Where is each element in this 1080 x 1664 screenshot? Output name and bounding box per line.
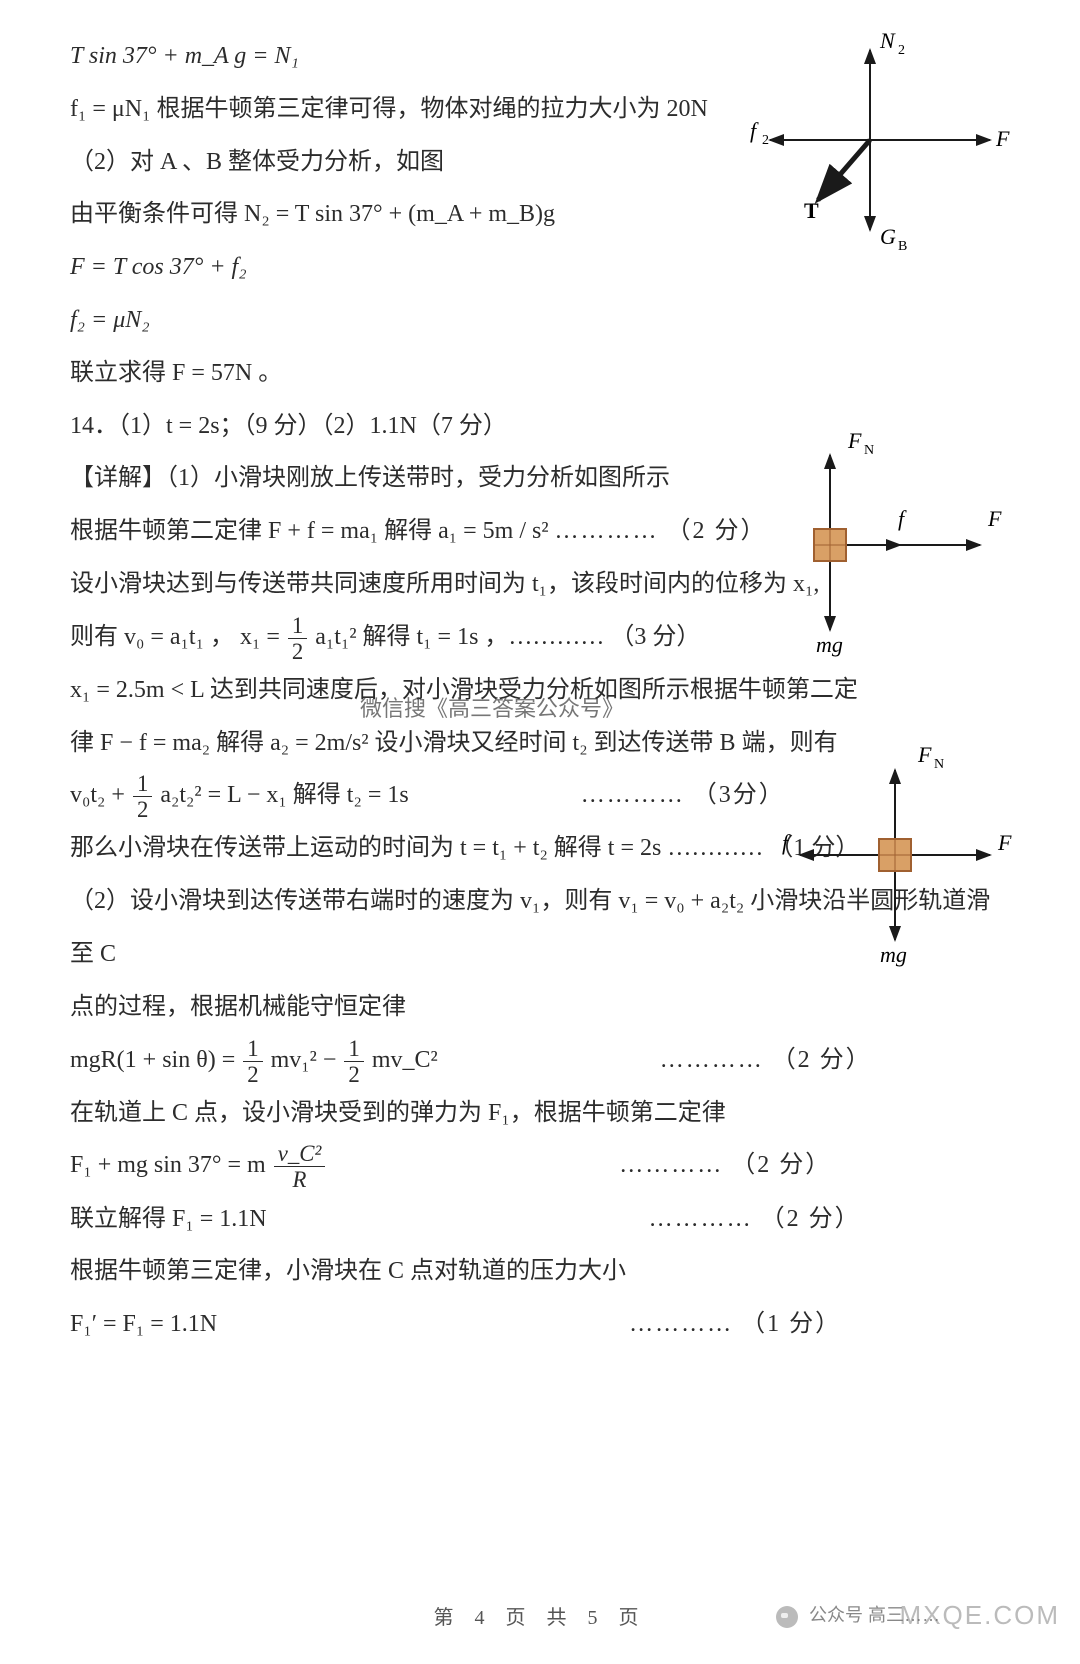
svg-text:T: T — [804, 198, 819, 223]
svg-text:G: G — [880, 224, 896, 249]
diagram-block-fbd-2: FN mg f F — [770, 430, 1000, 660]
frac-num: v_C² — [274, 1141, 326, 1167]
text: F₁′ = F₁ = 1.1N — [70, 1311, 217, 1337]
svg-text:N: N — [879, 28, 896, 53]
text: 则有 v₀ = a₁t₁ ， x₁ = — [70, 624, 286, 650]
svg-text:F: F — [997, 830, 1012, 855]
frac-den: 2 — [288, 639, 307, 664]
eq-line: F₁ + mg sin 37° = m v_C² R ………… （2 分） — [70, 1139, 1010, 1192]
text: mv_C² — [372, 1047, 438, 1073]
fraction: 1 2 — [133, 771, 152, 822]
wechat-icon — [776, 1606, 798, 1628]
diagram-force-axes-1: N2 GB F f2 T — [720, 30, 1000, 250]
eq-line: F₁′ = F₁ = 1.1N ………… （1 分） — [70, 1298, 1010, 1351]
svg-text:F: F — [917, 742, 932, 767]
text: 联立解得 F₁ = 1.1N — [70, 1206, 267, 1232]
dots-score: ………… （1 分） — [629, 1311, 841, 1337]
text: 根据牛顿第二定律 F + f = ma₁ 解得 a₁ = 5m / s² — [70, 518, 549, 544]
text-line: 联立解得 F₁ = 1.1N ………… （2 分） — [70, 1193, 1010, 1246]
svg-text:N: N — [864, 443, 874, 458]
frac-num: 1 — [133, 771, 152, 797]
site-watermark: MXQE.COM — [900, 1587, 1060, 1644]
svg-text:F: F — [995, 126, 1010, 151]
svg-text:f: f — [750, 118, 759, 143]
text-line: 在轨道上 C 点，设小滑块受到的弹力为 F₁，根据牛顿第二定律 — [70, 1087, 1010, 1140]
svg-text:B: B — [898, 239, 907, 254]
frac-den: 2 — [243, 1062, 262, 1087]
text: mgR(1 + sin θ) = — [70, 1047, 241, 1073]
svg-text:mg: mg — [880, 942, 907, 967]
eq-line: f₂ = μN₂ — [70, 294, 1010, 347]
dots-score: ………… （3分） — [581, 782, 785, 808]
svg-text:F: F — [987, 506, 1002, 531]
dots-score: ………… （2 分） — [660, 1047, 872, 1073]
fraction: 1 2 — [243, 1036, 262, 1087]
text: a₁t₁² 解得 t₁ = 1s ，………… （3 分） — [315, 624, 700, 650]
text: v₀t₂ + — [70, 782, 131, 808]
frac-num: 1 — [243, 1036, 262, 1062]
text-line: 联立求得 F = 57N 。 — [70, 347, 1010, 400]
fraction: 1 2 — [344, 1036, 363, 1087]
text-line: 根据牛顿第三定律，小滑块在 C 点对轨道的压力大小 — [70, 1245, 1010, 1298]
frac-den: 2 — [133, 797, 152, 822]
svg-text:mg: mg — [816, 632, 843, 657]
text: F₁ + mg sin 37° = m — [70, 1152, 272, 1178]
fraction: v_C² R — [274, 1141, 326, 1192]
svg-text:2: 2 — [762, 133, 769, 148]
frac-den: R — [274, 1167, 326, 1192]
frac-den: 2 — [344, 1062, 363, 1087]
svg-text:F: F — [847, 428, 862, 453]
svg-text:f: f — [782, 830, 791, 855]
text-line: 点的过程，根据机械能守恒定律 — [70, 981, 1010, 1034]
dots-score: ………… （2 分） — [649, 1206, 861, 1232]
frac-num: 1 — [344, 1036, 363, 1062]
text: a₂t₂² = L − x₁ 解得 t₂ = 1s — [160, 782, 408, 808]
dots-score: ………… （2 分） — [555, 518, 767, 544]
frac-num: 1 — [288, 613, 307, 639]
svg-text:N: N — [934, 757, 944, 772]
dots-score: ………… （2 分） — [619, 1152, 831, 1178]
page: N2 GB F f2 T FN mg f F — [0, 0, 1080, 1664]
eq-line: mgR(1 + sin θ) = 1 2 mv₁² − 1 2 mv_C² ……… — [70, 1034, 1010, 1087]
diagram-block-fbd-3: FN mg f F — [780, 740, 1010, 970]
text-line: x₁ = 2.5m < L 达到共同速度后，对小滑块受力分析如图所示根据牛顿第二… — [70, 664, 1010, 717]
fraction: 1 2 — [288, 613, 307, 664]
text: mv₁² − — [271, 1047, 343, 1073]
svg-text:f: f — [898, 506, 907, 531]
svg-text:2: 2 — [898, 43, 905, 58]
